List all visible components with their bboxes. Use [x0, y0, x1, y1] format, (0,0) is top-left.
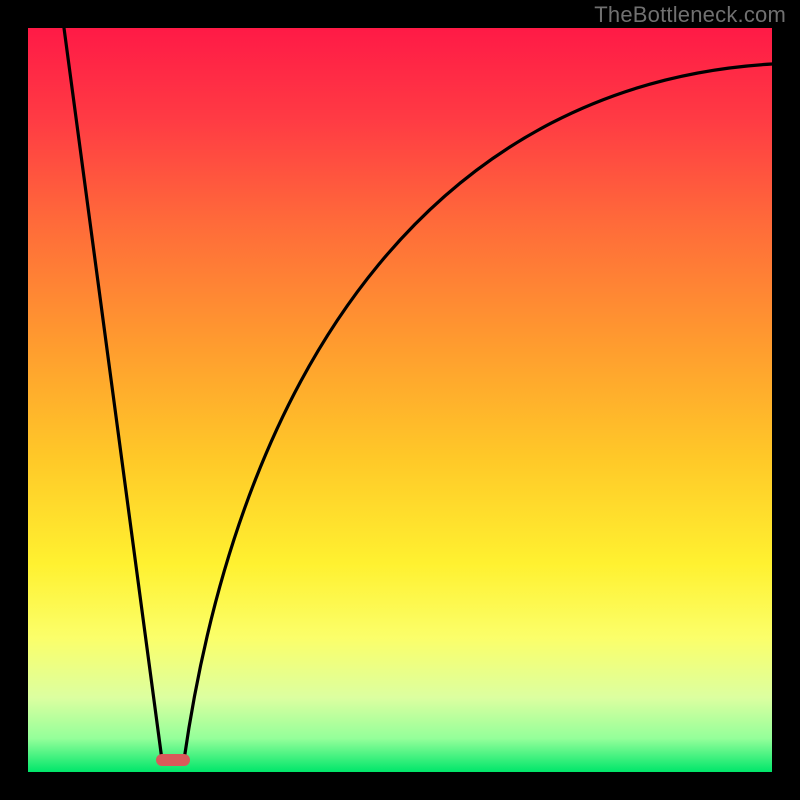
left-descent-line [64, 28, 162, 760]
curve-layer [28, 28, 772, 772]
watermark-text: TheBottleneck.com [594, 2, 786, 28]
chart-frame: TheBottleneck.com [0, 0, 800, 800]
plot-area [28, 28, 772, 772]
right-growth-curve [184, 64, 772, 760]
optimum-marker [156, 754, 190, 766]
